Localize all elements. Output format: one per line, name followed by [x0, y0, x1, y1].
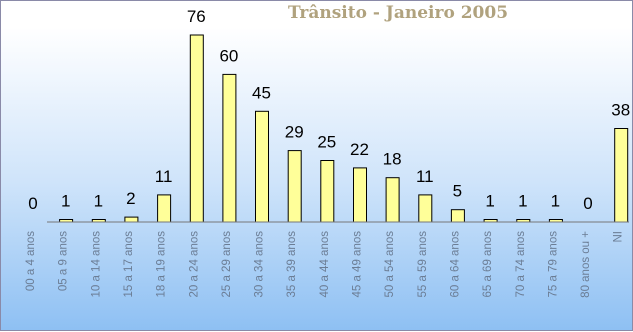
x-tick-label: 25 a 29 anos [221, 231, 233, 298]
x-tick-label: 05 a 9 anos [58, 231, 70, 291]
bar [450, 209, 465, 223]
bar-value-label: 11 [155, 167, 173, 186]
x-tick-label: 40 a 44 anos [319, 231, 331, 298]
bar [353, 167, 367, 223]
bar-value-label: 1 [485, 192, 494, 211]
x-tick-label: 18 a 19 anos [156, 231, 168, 298]
bar [287, 150, 302, 223]
bar [222, 73, 237, 223]
bar [189, 34, 204, 223]
bar-value-label: 45 [252, 83, 271, 102]
bar-value-label: 5 [453, 182, 462, 201]
bar [255, 110, 269, 223]
bars-layer [59, 34, 629, 223]
x-tick-label: 45 a 49 anos [352, 231, 364, 298]
x-tick-label: 00 a 4 anos [25, 231, 37, 291]
bar [124, 216, 139, 223]
x-tick-label: 30 a 34 anos [254, 231, 266, 298]
bar-value-label: 0 [28, 194, 37, 213]
x-tick-label: 15 a 17 anos [123, 231, 135, 298]
bar-value-label: 38 [611, 101, 630, 120]
bar-value-label: 18 [383, 150, 402, 169]
bar [385, 177, 400, 223]
chart-title: Trânsito - Janeiro 2005 [288, 3, 508, 23]
x-tick-label: 10 a 14 anos [90, 231, 102, 298]
x-tick-label: 60 a 64 anos [449, 231, 461, 298]
bar-value-label: 1 [551, 192, 560, 211]
bar-value-label: 25 [317, 133, 336, 152]
bar-value-label: 76 [187, 7, 206, 26]
bar-value-label: 11 [416, 167, 434, 186]
bar-value-label: 1 [94, 192, 103, 211]
x-tick-labels-layer: 00 a 4 anos 05 a 9 anos 10 a 14 anos 15 a 1… [25, 231, 625, 298]
x-tick-label: 50 a 54 anos [384, 231, 396, 298]
x-tick-label: 20 a 24 anos [188, 231, 200, 298]
x-tick-label: 55 a 59 anos [417, 231, 429, 298]
bar-value-label: 1 [61, 192, 70, 211]
bar [320, 160, 335, 223]
bar-value-label: 22 [350, 140, 369, 159]
bar [157, 194, 172, 223]
x-tick-label: 35 a 39 anos [286, 231, 298, 298]
x-tick-label: 65 a 69 anos [482, 231, 494, 298]
bar [418, 194, 433, 223]
bar-value-label: 1 [518, 192, 527, 211]
bar-value-label: 60 [219, 46, 238, 65]
x-tick-label: 70 a 74 anos [515, 231, 527, 298]
x-tick-label: NI [613, 231, 625, 243]
x-tick-label: 80 anos ou + [580, 231, 592, 298]
bar-value-label: 2 [126, 189, 135, 208]
bar [614, 128, 629, 223]
bar-value-label: 29 [285, 123, 304, 142]
x-tick-label: 75 a 79 anos [547, 231, 559, 298]
bar-value-label: 0 [583, 194, 592, 213]
